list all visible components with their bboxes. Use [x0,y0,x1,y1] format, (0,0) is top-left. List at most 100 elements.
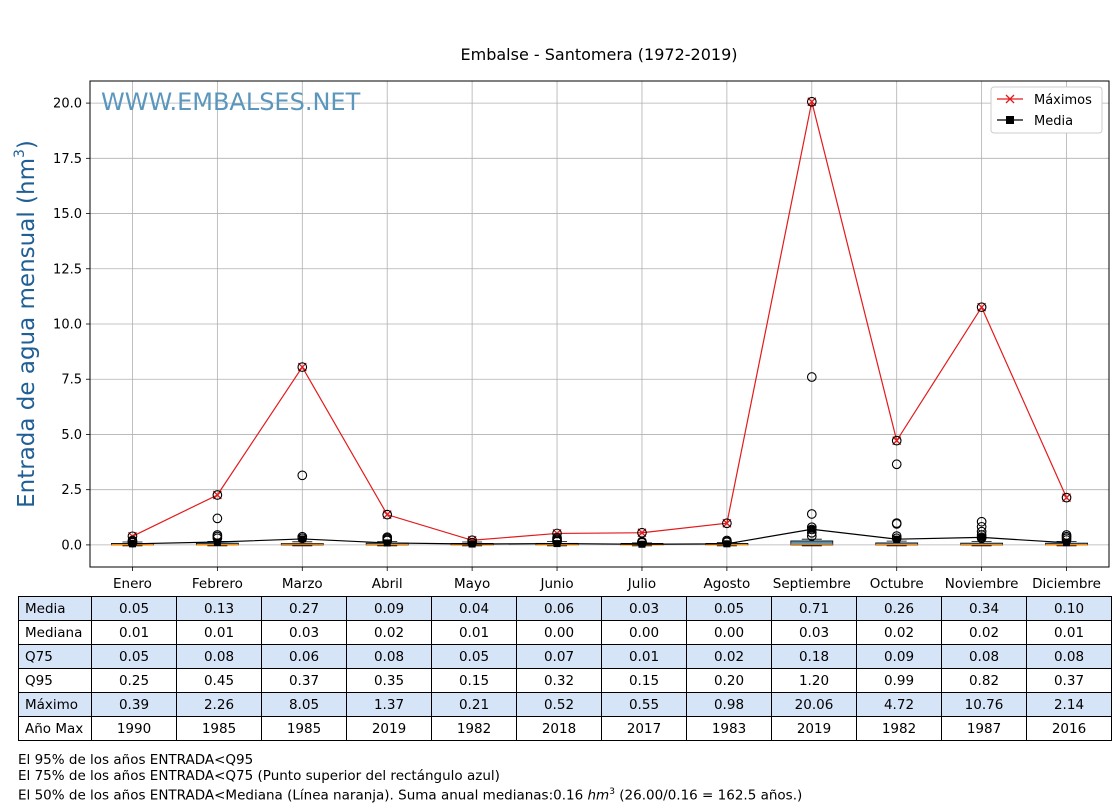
table-row: Q95 0.25 0.45 0.37 0.35 0.15 0.32 0.15 0.20 1.20 0… [18,668,1112,693]
table-cell: 0.37 [261,668,347,693]
table-cell: 1982 [431,716,517,741]
table-cell: 0.39 [91,692,177,717]
media-point-8 [808,525,816,533]
row-label: Media [18,596,92,621]
outlier-point [297,362,308,372]
statistics-table: Media 0.05 0.13 0.27 0.09 0.04 0.06 0.03 0.05 0.7… [18,596,1112,741]
x-tick-label: Julio [627,576,656,592]
outlier-point [806,531,817,541]
table-cell: 20.06 [771,692,857,717]
grid-lines [90,81,1109,567]
outlier-point [467,535,477,546]
table-cell: 0.05 [686,596,772,621]
outlier-point [382,535,393,546]
outlier-point [806,509,817,519]
table-cell: 0.08 [941,644,1027,669]
maximos-point-9 [892,436,902,446]
table-cell: 0.32 [516,668,602,693]
y-axis-label-exponent: 3 [12,149,28,158]
outlier-point [806,96,817,107]
table-cell: 4.72 [856,692,942,717]
table-cell: 1985 [261,716,347,741]
x-tick-label: Septiembre [773,576,851,592]
media-point-7 [723,540,731,548]
y-axis-label-text: Entrada de agua mensual (hm [14,158,40,508]
outlier-point [976,302,987,313]
table-row: Máximo 0.39 2.26 8.05 1.37 0.21 0.52 0.55 0.98 20… [18,692,1112,717]
table-cell: 0.13 [176,596,262,621]
table-cell: 0.06 [261,644,347,669]
maximos-point-7 [722,518,732,528]
outlier-point [552,536,562,547]
row-label: Mediana [18,620,92,645]
table-cell: 0.00 [516,620,602,645]
outlier-point [212,513,223,524]
outlier-point [891,533,902,544]
table-cell: 0.03 [261,620,347,645]
table-cell: 2019 [771,716,857,741]
y-tick-label: 7.5 [61,373,82,388]
table-row: Media 0.05 0.13 0.27 0.09 0.04 0.06 0.03 0.05 0.7… [18,596,1112,621]
outlier-point [297,470,308,481]
maximos-point-10 [977,302,987,312]
y-tick-label: 12.5 [53,262,82,277]
table-cell: 0.45 [176,668,262,693]
outlier-point [891,519,902,529]
table-cell: 0.35 [346,668,432,693]
outlier-point [891,435,902,446]
outlier-point [127,531,138,542]
table-cell: 0.05 [431,644,517,669]
footnote-median: El 50% de los años ENTRADA<Mediana (Líne… [18,787,802,804]
x-tick-label: Noviembre [945,576,1019,592]
media-point-6 [638,540,646,548]
table-cell: 0.09 [856,644,942,669]
table-cell: 1.20 [771,668,857,693]
table-cell: 0.05 [91,644,177,669]
table-cell: 0.03 [771,620,857,645]
x-tick-label: Mayo [454,576,490,592]
outlier-point [806,524,817,535]
table-row: Año Max 1990 1985 1985 2019 1982 2018 2017 1983 2… [18,716,1112,741]
y-tick-label: 10.0 [53,318,82,333]
series-line-1 [132,528,1067,545]
table-cell: 2017 [601,716,687,741]
chart-title: Embalse - Santomera (1972-2019) [461,45,738,64]
media-point-9 [893,535,901,543]
table-cell: 0.08 [1026,644,1112,669]
y-tick-label: 15.0 [53,207,82,222]
table-cell: 0.03 [601,596,687,621]
table-cell: 0.01 [601,644,687,669]
axes: 0.0 2.5 5.0 7.5 10.0 12.5 15.0 17.5 20.0 Enero Feb… [53,80,1110,592]
watermark-text: WWW.EMBALSES.NET [101,88,361,116]
table-cell: 2019 [346,716,432,741]
x-tick-label: Marzo [282,576,323,592]
y-tick-label: 17.5 [53,152,82,167]
table-cell: 0.20 [686,668,772,693]
outlier-point [976,516,987,527]
x-tick-label: Abril [372,576,403,592]
table-cell: 0.37 [1026,668,1112,693]
media-point-2 [298,535,306,543]
table-cell: 0.06 [516,596,602,621]
table-cell: 0.01 [1026,620,1112,645]
table-cell: 0.21 [431,692,517,717]
table-cell: 0.01 [91,620,177,645]
maximos-point-8 [807,97,817,107]
table-cell: 0.02 [346,620,432,645]
footnote-median-text: El 50% de los años ENTRADA<Mediana (Líne… [18,787,588,804]
table-cell: 0.25 [91,668,177,693]
x-tick-label: Enero [113,576,152,592]
x-tick-label: Diciembre [1032,576,1101,592]
outlier-point [467,537,477,548]
table-cell: 0.01 [431,620,517,645]
table-cell: 2016 [1026,716,1112,741]
x-tick-label: Febrero [192,576,243,592]
legend-maximos: Máximos [1034,93,1092,108]
outlier-point [297,533,308,544]
table-cell: 0.52 [516,692,602,717]
outlier-point [722,537,732,548]
table-cell: 0.04 [431,596,517,621]
table-cell: 8.05 [261,692,347,717]
table-cell: 0.02 [941,620,1027,645]
series-line-0 [132,101,1068,541]
